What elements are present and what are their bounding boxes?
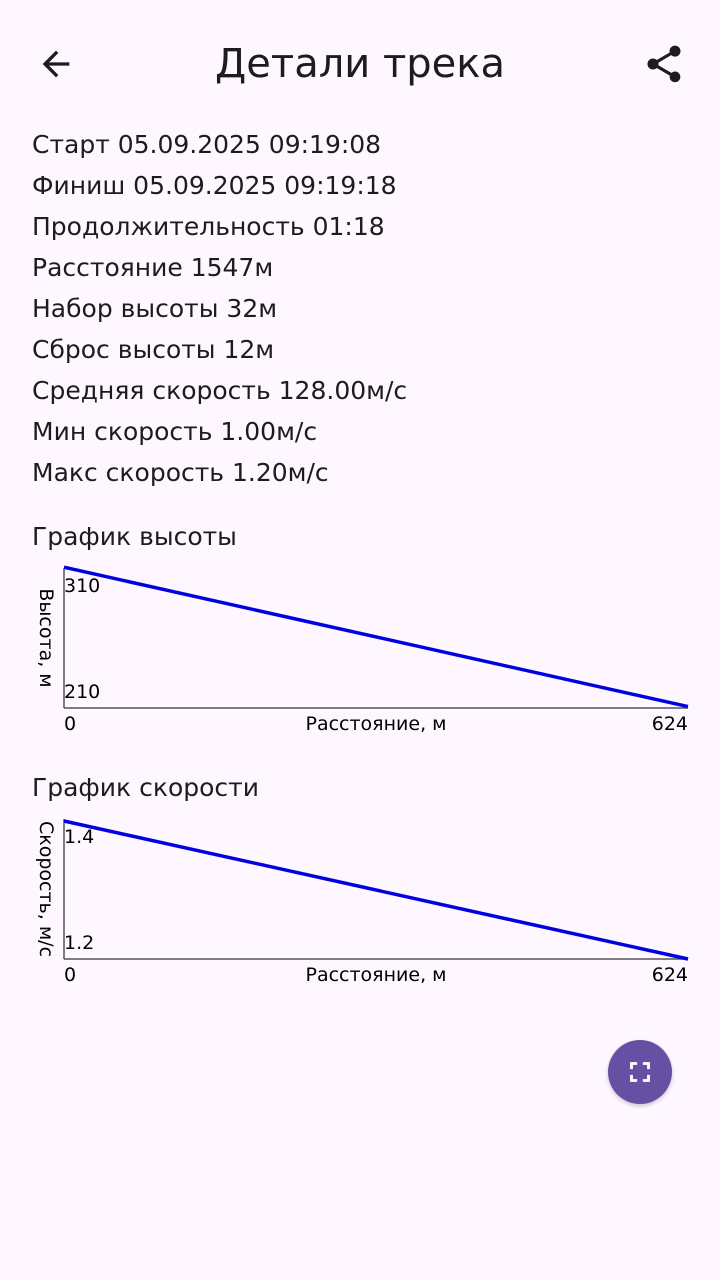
stat-finish: Финиш 05.09.2025 09:19:18 bbox=[32, 171, 397, 200]
stat-distance: Расстояние 1547м bbox=[32, 253, 274, 282]
speed-line bbox=[63, 819, 689, 961]
stat-elevation-loss: Сброс высоты 12м bbox=[32, 335, 275, 364]
back-button[interactable] bbox=[24, 32, 88, 96]
x-min-tick: 0 bbox=[64, 713, 76, 735]
stat-duration: Продолжительность 01:18 bbox=[32, 212, 385, 241]
x-min-tick: 0 bbox=[64, 964, 76, 986]
page-title: Детали трека bbox=[215, 41, 505, 87]
y-min-tick: 1.2 bbox=[64, 932, 94, 954]
stat-elevation-gain: Набор высоты 32м bbox=[32, 294, 278, 323]
fullscreen-button[interactable] bbox=[608, 1040, 672, 1104]
x-axis-label: Расстояние, м bbox=[306, 964, 447, 986]
share-icon bbox=[647, 45, 681, 83]
y-max-tick: 310 bbox=[64, 575, 100, 597]
altitude-chart: Высота, м 310 210 0 624 Расстояние, м bbox=[35, 565, 689, 735]
share-button[interactable] bbox=[632, 32, 696, 96]
stat-min-speed: Мин скорость 1.00м/с bbox=[32, 417, 318, 446]
x-max-tick: 624 bbox=[652, 964, 688, 986]
altitude-line bbox=[63, 565, 689, 709]
fullscreen-icon bbox=[630, 1062, 650, 1082]
x-axis-label: Расстояние, м bbox=[306, 713, 447, 735]
arrow-back-icon bbox=[42, 50, 70, 78]
stat-max-speed: Макс скорость 1.20м/с bbox=[32, 458, 329, 487]
top-app-bar: Детали трека bbox=[0, 0, 720, 128]
track-stats: Старт 05.09.2025 09:19:08 Финиш 05.09.20… bbox=[32, 124, 692, 493]
speed-chart: Скорость, м/с 1.4 1.2 0 624 Расстояние, … bbox=[35, 819, 689, 986]
y-axis-label: Высота, м bbox=[35, 588, 57, 687]
altitude-chart-title: График высоты bbox=[32, 522, 237, 551]
x-max-tick: 624 bbox=[652, 713, 688, 735]
stat-avg-speed: Средняя скорость 128.00м/с bbox=[32, 376, 408, 405]
speed-chart-title: График скорости bbox=[32, 773, 259, 802]
stat-start: Старт 05.09.2025 09:19:08 bbox=[32, 130, 382, 159]
y-min-tick: 210 bbox=[64, 681, 100, 703]
y-max-tick: 1.4 bbox=[64, 826, 94, 848]
y-axis-label: Скорость, м/с bbox=[35, 821, 57, 957]
